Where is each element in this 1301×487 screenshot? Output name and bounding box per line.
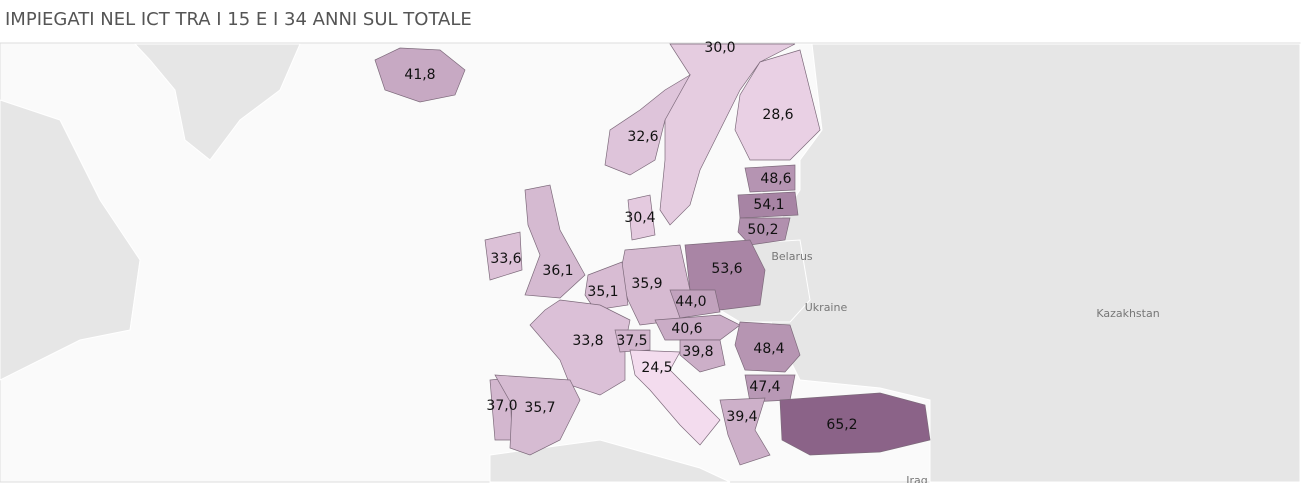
value-label: 37,0 bbox=[486, 398, 517, 414]
value-label: 41,8 bbox=[404, 67, 435, 83]
value-label: 33,8 bbox=[572, 333, 603, 349]
value-label: 36,1 bbox=[542, 263, 573, 279]
country bbox=[529, 299, 631, 396]
country bbox=[734, 321, 801, 373]
country bbox=[494, 374, 581, 456]
basemap-label: Iraq bbox=[906, 474, 928, 483]
country bbox=[744, 164, 796, 193]
value-label: 24,5 bbox=[641, 360, 672, 376]
value-label: 39,8 bbox=[682, 344, 713, 360]
value-label: 32,6 bbox=[627, 129, 658, 145]
value-label: 40,6 bbox=[671, 321, 702, 337]
value-label: 48,4 bbox=[753, 341, 784, 357]
value-label: 35,9 bbox=[631, 276, 662, 292]
value-label: 48,6 bbox=[760, 171, 791, 187]
value-label: 37,5 bbox=[616, 333, 647, 349]
basemap-label: Kazakhstan bbox=[1096, 307, 1159, 320]
value-label: 33,6 bbox=[490, 251, 521, 267]
basemap-label: Ukraine bbox=[805, 301, 848, 314]
country bbox=[734, 49, 821, 161]
country bbox=[374, 47, 466, 103]
country bbox=[484, 231, 523, 281]
value-label: 35,7 bbox=[524, 400, 555, 416]
value-label: 35,1 bbox=[587, 284, 618, 300]
country bbox=[524, 184, 586, 299]
country bbox=[604, 74, 691, 176]
value-label: 54,1 bbox=[753, 197, 784, 213]
land bbox=[133, 43, 301, 161]
map-title: IMPIEGATI NEL ICT TRA I 15 E I 34 ANNI S… bbox=[5, 9, 472, 30]
country bbox=[614, 329, 651, 353]
country bbox=[669, 289, 721, 319]
land bbox=[489, 439, 731, 483]
basemap-label: Belarus bbox=[771, 250, 813, 263]
value-label: 50,2 bbox=[747, 222, 778, 238]
value-label: 47,4 bbox=[749, 379, 780, 395]
value-label: 39,4 bbox=[726, 409, 757, 425]
value-label: 30,0 bbox=[704, 40, 735, 56]
value-label: 53,6 bbox=[711, 261, 742, 277]
country bbox=[719, 397, 771, 466]
country bbox=[584, 261, 629, 311]
country bbox=[627, 194, 656, 241]
country bbox=[737, 217, 791, 246]
value-label: 28,6 bbox=[762, 107, 793, 123]
value-label: 30,4 bbox=[624, 210, 655, 226]
country bbox=[779, 392, 931, 456]
value-label: 44,0 bbox=[675, 294, 706, 310]
land bbox=[0, 99, 141, 381]
country bbox=[629, 349, 721, 446]
value-label: 65,2 bbox=[826, 417, 857, 433]
country bbox=[737, 191, 799, 219]
country bbox=[654, 314, 741, 341]
